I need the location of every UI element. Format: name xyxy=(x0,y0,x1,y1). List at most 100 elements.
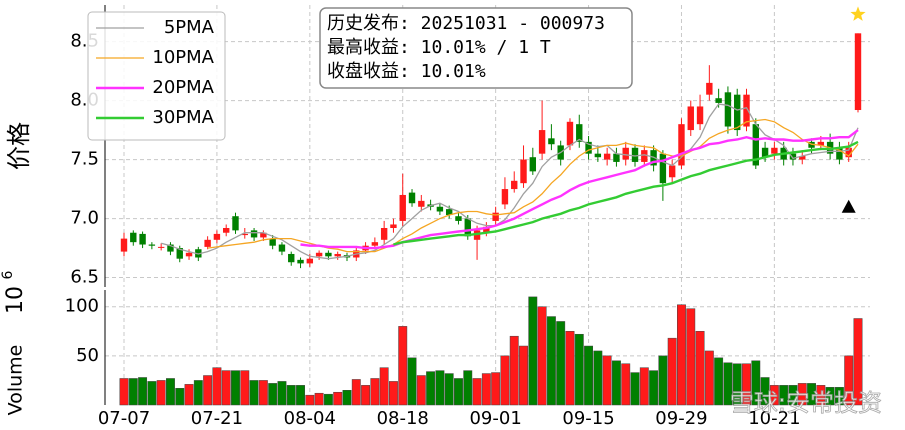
ma-line xyxy=(393,140,859,246)
candle-body xyxy=(548,138,555,145)
volume-bar xyxy=(834,387,844,406)
volume-bar xyxy=(611,360,621,406)
volume-bar xyxy=(407,357,417,406)
candle-body xyxy=(464,218,471,237)
candle-body xyxy=(613,153,620,162)
candle-body xyxy=(789,153,797,160)
candle-body xyxy=(232,216,239,231)
volume-bar xyxy=(240,370,250,406)
volume-bar xyxy=(742,363,751,406)
candle-body xyxy=(706,82,713,95)
volume-bar xyxy=(658,355,668,406)
volume-bar xyxy=(268,383,278,406)
volume-bar xyxy=(723,362,733,406)
volume-bar xyxy=(119,378,129,406)
candle-body xyxy=(761,147,769,158)
volume-bar xyxy=(203,375,213,406)
volume-bar xyxy=(305,394,315,406)
volume-scale-exponent: 6 xyxy=(0,270,16,279)
volume-scale-base: 10 xyxy=(3,286,28,314)
candle-body xyxy=(594,153,602,158)
volume-bar xyxy=(472,378,482,406)
volume-bar xyxy=(175,388,185,406)
candle-body xyxy=(566,121,574,146)
y-tick-label: 50 xyxy=(76,345,99,366)
volume-bar xyxy=(584,345,594,406)
candle-body xyxy=(176,248,183,259)
candle-body xyxy=(399,194,406,221)
volume-bar xyxy=(677,304,686,406)
volume-bar xyxy=(602,355,612,406)
volume-bar xyxy=(314,392,324,406)
annotation-line: 最高收益: 10.01% / 1 T xyxy=(327,37,551,58)
volume-bar xyxy=(193,380,203,406)
volume-bar xyxy=(519,345,528,406)
candle-body xyxy=(538,130,546,154)
volume-bar xyxy=(816,385,826,406)
candle-body xyxy=(148,244,156,246)
candle-body xyxy=(752,124,759,166)
volume-bar xyxy=(147,381,157,406)
volume-bar xyxy=(491,372,501,406)
candle-body xyxy=(631,147,639,162)
volume-bar xyxy=(797,383,807,406)
candle-body xyxy=(576,124,583,142)
candle-body xyxy=(817,141,825,146)
candle-body xyxy=(771,147,778,154)
volume-bar xyxy=(481,373,491,406)
volume-bar xyxy=(435,370,445,406)
volume-bar xyxy=(732,363,742,406)
volume-bar xyxy=(509,335,519,406)
volume-bar xyxy=(574,333,584,406)
volume-bar xyxy=(528,296,538,406)
candle-body xyxy=(483,226,490,233)
volume-bar xyxy=(686,308,696,406)
annotation-box xyxy=(319,7,633,89)
volume-bar xyxy=(184,384,194,406)
volume-bar xyxy=(714,357,724,406)
candle-body xyxy=(213,233,221,240)
y-tick-label: 7.5 xyxy=(70,149,99,170)
candle-body xyxy=(585,141,592,154)
volume-bar xyxy=(844,355,854,406)
ma-line xyxy=(300,129,859,250)
x-tick-label: 07-21 xyxy=(191,408,243,429)
candle-body xyxy=(408,192,416,204)
volume-bar xyxy=(258,380,268,406)
volume-bar xyxy=(398,326,408,406)
candle-body xyxy=(130,232,137,243)
legend-label: 20PMA xyxy=(152,77,214,98)
volume-bar xyxy=(751,360,761,406)
y-tick-label: 6.5 xyxy=(70,267,99,288)
candle-body xyxy=(297,259,304,264)
candle-body xyxy=(139,233,146,245)
annotation-line: 收盘收益: 10.01% xyxy=(327,61,486,82)
volume-bar xyxy=(212,367,222,406)
candle-body xyxy=(659,153,667,184)
volume-bar xyxy=(704,350,714,406)
candle-body xyxy=(511,180,518,190)
candle-body xyxy=(278,244,286,252)
volume-bar xyxy=(695,331,705,406)
annotation: 历史发布: 20251031 - 000973 最高收益: 10.01% / 1 … xyxy=(319,7,633,89)
candle-body xyxy=(501,189,509,205)
y-axis-label: 价格 xyxy=(5,122,33,170)
volume-bar xyxy=(769,385,779,406)
candle-body xyxy=(743,94,750,127)
volume-bar xyxy=(649,370,659,406)
volume-bar xyxy=(166,378,175,406)
candle-body xyxy=(288,253,295,263)
candle-body xyxy=(445,209,453,216)
volume-bar xyxy=(370,378,380,406)
volume-bar xyxy=(565,331,575,406)
candle-body xyxy=(520,159,527,184)
candle-body xyxy=(603,153,611,160)
volume-bar xyxy=(138,377,148,406)
x-tick-label: 10-21 xyxy=(748,408,800,429)
candle-body xyxy=(260,232,267,238)
volume-bar xyxy=(667,337,677,406)
volume-bar xyxy=(593,350,603,406)
volume-bar xyxy=(416,375,426,406)
